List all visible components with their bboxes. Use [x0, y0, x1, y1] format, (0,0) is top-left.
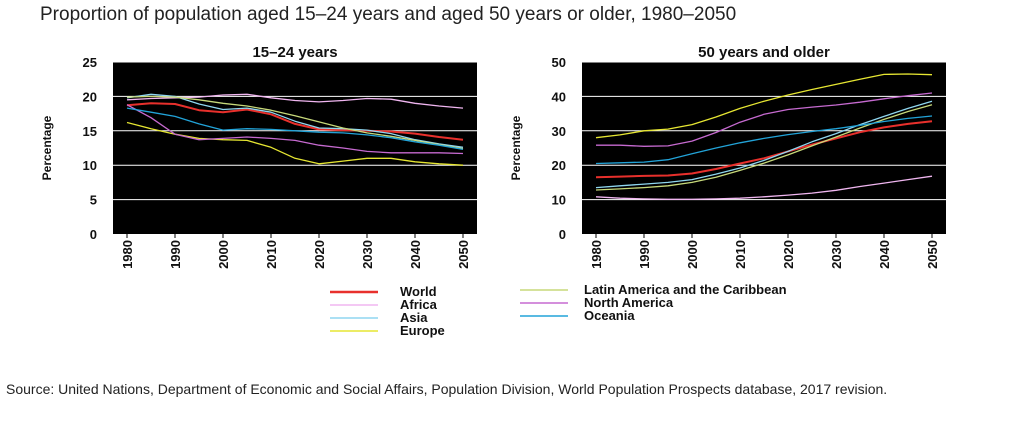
legend-label-north-america: North America	[584, 295, 674, 310]
source-note: Source: United Nations, Department of Ec…	[6, 381, 888, 397]
series-line-asia	[595, 100, 933, 189]
x-tick-label: 2040	[877, 240, 892, 269]
x-tick-label: 1990	[168, 240, 183, 269]
series-line-asia	[126, 93, 464, 148]
y-tick-label: 25	[83, 55, 97, 70]
chart-title: Proportion of population aged 15–24 year…	[40, 4, 737, 25]
series-line-north-america	[596, 92, 933, 147]
x-tick-label: 2030	[829, 240, 844, 269]
x-tick-label: 1990	[637, 240, 652, 269]
x-tick-label: 2050	[925, 240, 940, 269]
y-tick-label: 20	[83, 89, 97, 104]
series-line-world	[126, 102, 464, 141]
x-tick-label: 2000	[216, 240, 231, 269]
legend-label-latin-america-and-the-caribbean: Latin America and the Caribbean	[584, 282, 787, 297]
y-tick-label: 50	[552, 55, 566, 70]
series-line-oceania	[126, 107, 464, 151]
series-line-world	[595, 120, 933, 179]
legend-label-asia: Asia	[400, 310, 428, 325]
plot-area	[582, 62, 946, 234]
y-tick-label: 10	[83, 158, 97, 173]
x-tick-label: 2020	[781, 240, 796, 269]
legend-label-world: World	[400, 284, 437, 299]
plot-area	[113, 62, 477, 234]
y-tick-label: 30	[552, 124, 566, 139]
y-tick-label: 15	[83, 124, 97, 139]
x-tick-label: 2050	[456, 240, 471, 269]
panel-title: 50 years and older	[698, 44, 830, 61]
y-tick-label: 10	[552, 193, 566, 208]
y-tick-label: 0	[90, 227, 97, 242]
series-line-africa	[595, 175, 933, 200]
x-tick-label: 2010	[733, 240, 748, 269]
y-tick-label: 5	[90, 193, 97, 208]
legend-label-europe: Europe	[400, 323, 445, 338]
panel-title: 15–24 years	[252, 44, 337, 61]
y-axis-label: Percentage	[40, 115, 54, 180]
x-tick-label: 2000	[685, 240, 700, 269]
x-tick-label: 2020	[312, 240, 327, 269]
series-line-north-america	[126, 104, 464, 155]
y-tick-label: 20	[552, 158, 566, 173]
x-tick-label: 1980	[589, 240, 604, 269]
x-tick-label: 1980	[120, 240, 135, 269]
x-tick-label: 2010	[264, 240, 279, 269]
x-tick-label: 2030	[360, 240, 375, 269]
series-line-oceania	[595, 115, 933, 165]
series-line-europe	[595, 73, 933, 139]
y-tick-label: 40	[552, 89, 566, 104]
panel-15-24: 15–24 years 0 5 10 15 20 25 1980 1990 2000 2010 202…	[40, 44, 477, 269]
legend-label-oceania: Oceania	[584, 308, 635, 323]
y-axis-label: Percentage	[509, 115, 523, 180]
legend-label-africa: Africa	[400, 297, 438, 312]
series-line-latin-america-and-the-caribbean	[126, 95, 464, 150]
x-tick-label: 2040	[408, 240, 423, 269]
y-tick-label: 0	[559, 227, 566, 242]
